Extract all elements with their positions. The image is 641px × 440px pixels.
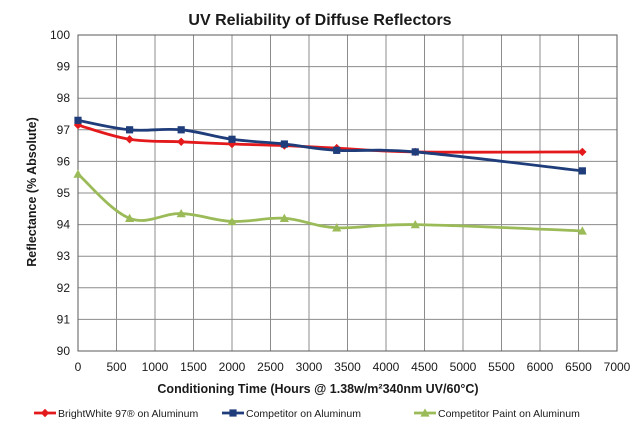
data-point — [176, 208, 186, 218]
legend-label: Competitor Paint on Aluminum — [438, 408, 580, 420]
legend-label: Competitor on Aluminum — [246, 408, 361, 420]
x-tick-label: 3500 — [334, 360, 361, 374]
x-tick-label: 6500 — [565, 360, 592, 374]
data-point — [73, 169, 83, 178]
y-tick-label: 93 — [57, 249, 71, 263]
data-point — [125, 126, 134, 134]
y-tick-label: 95 — [57, 186, 71, 200]
series-2 — [74, 116, 586, 175]
series-3 — [73, 169, 587, 235]
x-tick-label: 0 — [75, 360, 82, 374]
chart-title: UV Reliability of Diffuse Reflectors — [188, 12, 451, 29]
data-point — [177, 126, 185, 134]
x-tick-label: 3000 — [296, 360, 323, 374]
y-tick-label: 94 — [57, 218, 71, 232]
x-tick-label: 500 — [106, 360, 126, 374]
data-point — [280, 140, 288, 148]
x-axis-title: Conditioning Time (Hours @ 1.38w/m²340nm… — [157, 382, 478, 396]
data-point — [333, 146, 341, 154]
data-point — [332, 223, 342, 232]
data-point — [411, 148, 419, 156]
legend-marker — [420, 408, 430, 417]
data-point — [125, 135, 134, 144]
x-tick-label: 7000 — [604, 360, 631, 374]
data-point — [124, 213, 135, 222]
y-tick-label: 100 — [50, 28, 70, 42]
x-tick-label: 2500 — [257, 360, 284, 374]
data-point — [410, 220, 420, 229]
y-tick-label: 99 — [57, 60, 71, 74]
y-axis-ticks: 90 91 92 93 94 95 96 97 98 99 100 — [50, 28, 70, 358]
legend-label: BrightWhite 97® on Aluminum — [58, 408, 198, 420]
x-tick-label: 1500 — [180, 360, 207, 374]
x-tick-label: 5000 — [450, 360, 477, 374]
series-line — [77, 172, 583, 233]
plot-area-frame — [77, 34, 618, 352]
legend-item-3: Competitor Paint on Aluminum — [414, 408, 580, 420]
x-tick-label: 6000 — [527, 360, 554, 374]
x-axis-ticks: 0 500 1000 1500 2000 2500 3000 3500 4000 4500 5000… — [75, 360, 631, 374]
y-tick-label: 98 — [57, 91, 71, 105]
legend-marker — [229, 409, 237, 417]
x-tick-label: 1000 — [142, 360, 169, 374]
x-tick-label: 5500 — [488, 360, 515, 374]
data-point — [176, 137, 186, 147]
x-tick-label: 2000 — [219, 360, 246, 374]
data-point — [228, 135, 236, 143]
data-point — [74, 116, 82, 124]
y-tick-label: 92 — [57, 281, 71, 295]
data-point — [577, 226, 587, 235]
legend-item-1: BrightWhite 97® on Aluminum — [34, 408, 198, 420]
y-tick-label: 97 — [57, 123, 71, 137]
legend: BrightWhite 97® on Aluminum Competitor on… — [34, 408, 580, 420]
y-axis-title: Reflectance (% Absolute) — [25, 117, 39, 267]
data-point — [279, 213, 289, 222]
y-tick-label: 90 — [57, 344, 71, 358]
x-tick-label: 4000 — [373, 360, 400, 374]
series — [73, 116, 587, 235]
data-point — [578, 167, 586, 175]
data-point — [227, 216, 237, 226]
y-tick-label: 91 — [57, 312, 71, 326]
series-line — [77, 118, 583, 173]
x-tick-label: 4500 — [411, 360, 438, 374]
legend-marker — [40, 408, 50, 418]
y-tick-label: 96 — [57, 154, 71, 168]
data-point — [578, 147, 587, 157]
legend-item-2: Competitor on Aluminum — [222, 408, 361, 420]
